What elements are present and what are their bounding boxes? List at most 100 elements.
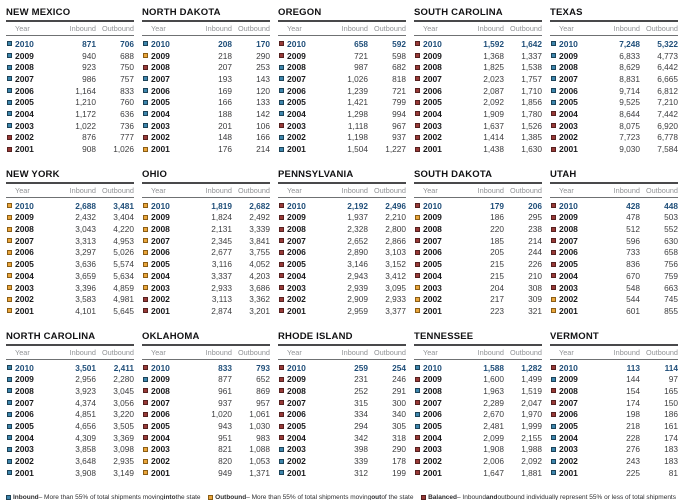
- outbound-cell: 760: [120, 97, 134, 108]
- year-cell: 2002: [151, 456, 170, 467]
- inbound-cell: 185: [490, 235, 504, 246]
- state-table: SOUTH DAKOTA Year Inbound Outbound 2010 …: [414, 169, 542, 317]
- column-header-year: Year: [287, 347, 302, 357]
- status-square-icon: [415, 249, 420, 255]
- status-square-icon: [551, 446, 556, 452]
- outbound-cell: 592: [392, 38, 406, 49]
- outbound-cell: 855: [664, 305, 678, 316]
- status-square-icon: [7, 146, 12, 152]
- table-row: 2008 154 165: [550, 385, 678, 397]
- outbound-cell: 1,088: [249, 444, 270, 455]
- table-row: 2006 3,297 5,026: [6, 247, 134, 259]
- year-cell: 2006: [151, 409, 170, 420]
- inbound-cell: 2,289: [483, 397, 504, 408]
- year-cell: 2002: [423, 294, 442, 305]
- year-cell: 2009: [287, 212, 306, 223]
- status-square-icon: [551, 435, 556, 441]
- status-square-icon: [143, 296, 148, 302]
- table-body: 2010 428 448 2009 478 503 2008 512 552 2…: [550, 200, 678, 317]
- legend-text: of the state: [381, 493, 414, 500]
- table-row: 2004 951 983: [142, 432, 270, 444]
- outbound-cell: 652: [256, 374, 270, 385]
- state-title: SOUTH DAKOTA: [414, 169, 542, 184]
- legend: Inbound – More than 55% of total shipmen…: [0, 494, 681, 500]
- status-square-icon: [279, 446, 284, 452]
- outbound-cell: 1,780: [521, 108, 542, 119]
- status-square-icon: [415, 64, 420, 70]
- outbound-cell: 3,369: [113, 432, 134, 443]
- table-row: 2009 721 598: [278, 50, 406, 62]
- inbound-cell: 3,908: [75, 467, 96, 478]
- status-square-icon: [7, 88, 12, 94]
- status-square-icon: [551, 41, 556, 47]
- year-cell: 2001: [559, 305, 578, 316]
- year-cell: 2004: [151, 432, 170, 443]
- status-square-icon: [551, 111, 556, 117]
- inbound-cell: 670: [626, 270, 640, 281]
- legend-text-bold: out: [371, 493, 382, 500]
- table-row: 2006 1,164 833: [6, 85, 134, 97]
- year-cell: 2010: [287, 362, 306, 373]
- status-square-icon: [415, 308, 420, 314]
- inbound-cell: 2,874: [211, 305, 232, 316]
- table-row: 2002 148 166: [142, 132, 270, 144]
- year-cell: 2004: [151, 108, 170, 119]
- year-cell: 2008: [559, 385, 578, 396]
- table-row: 2010 833 793: [142, 362, 270, 374]
- outbound-cell: 6,442: [657, 62, 678, 73]
- state-title: OKLAHOMA: [142, 331, 270, 346]
- outbound-cell: 3,377: [385, 305, 406, 316]
- year-cell: 2007: [559, 73, 578, 84]
- year-cell: 2008: [287, 62, 306, 73]
- year-cell: 2010: [559, 200, 578, 211]
- column-header-outbound: Outbound: [237, 185, 270, 195]
- outbound-cell: 3,103: [385, 247, 406, 258]
- year-cell: 2008: [423, 224, 442, 235]
- status-square-icon: [415, 296, 420, 302]
- year-cell: 2005: [15, 97, 34, 108]
- table-row: 2007 315 300: [278, 397, 406, 409]
- outbound-cell: 3,339: [249, 224, 270, 235]
- status-square-icon: [143, 308, 148, 314]
- table-row: 2006 198 186: [550, 409, 678, 421]
- column-header-year: Year: [151, 185, 166, 195]
- inbound-cell: 193: [218, 73, 232, 84]
- status-square-icon: [7, 111, 12, 117]
- table-row: 2009 6,833 4,773: [550, 50, 678, 62]
- inbound-cell: 9,714: [619, 85, 640, 96]
- table-row: 2004 2,943 3,412: [278, 270, 406, 282]
- table-header: Year Inbound Outbound: [6, 22, 134, 36]
- inbound-cell: 154: [626, 385, 640, 396]
- inbound-cell: 2,939: [347, 282, 368, 293]
- table-row: 2004 188 142: [142, 108, 270, 120]
- year-cell: 2009: [151, 374, 170, 385]
- outbound-cell: 1,026: [113, 144, 134, 155]
- inbound-cell: 3,923: [75, 385, 96, 396]
- inbound-cell: 9,525: [619, 97, 640, 108]
- outbound-cell: 214: [256, 144, 270, 155]
- table-row: 2009 1,937 2,210: [278, 212, 406, 224]
- outbound-cell: 1,385: [521, 132, 542, 143]
- table-body: 2010 2,192 2,496 2009 1,937 2,210 2008 2…: [278, 200, 406, 317]
- table-row: 2002 217 309: [414, 293, 542, 305]
- table-row: 2010 1,592 1,642: [414, 38, 542, 50]
- column-header-year: Year: [287, 24, 302, 33]
- inbound-cell: 1,020: [211, 409, 232, 420]
- status-square-icon: [279, 249, 284, 255]
- inbound-cell: 6,833: [619, 50, 640, 61]
- table-row: 2002 876 777: [6, 132, 134, 144]
- inbound-cell: 4,374: [75, 397, 96, 408]
- legend-status-square-icon: [208, 494, 214, 500]
- status-square-icon: [415, 226, 420, 232]
- inbound-cell: 8,644: [619, 108, 640, 119]
- table-row: 2001 176 214: [142, 143, 270, 155]
- column-header-outbound: Outbound: [101, 24, 134, 33]
- status-square-icon: [551, 273, 556, 279]
- year-cell: 2005: [287, 259, 306, 270]
- status-square-icon: [415, 111, 420, 117]
- table-row: 2002 544 745: [550, 293, 678, 305]
- table-row: 2008 987 682: [278, 61, 406, 73]
- table-row: 2001 2,959 3,377: [278, 305, 406, 317]
- year-cell: 2010: [15, 38, 34, 49]
- inbound-cell: 2,099: [483, 432, 504, 443]
